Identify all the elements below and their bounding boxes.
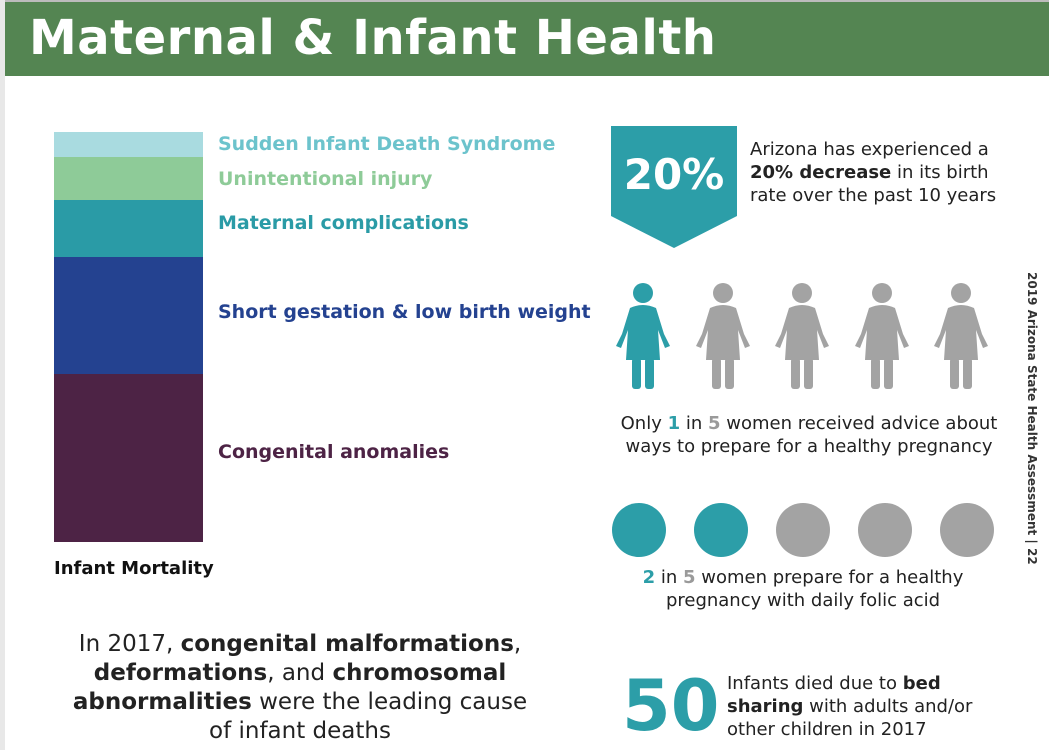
infant-mortality-stacked-bar [54, 132, 203, 542]
text-part: with adults and/or other children in 201… [727, 696, 973, 740]
folic-count: 2 [642, 567, 656, 588]
circle-icon [612, 503, 666, 557]
label-short-gestation: Short gestation & low birth weight [218, 301, 591, 323]
folic-total: 5 [683, 567, 696, 588]
seg-sids [54, 132, 203, 157]
circle-icon [776, 503, 830, 557]
circle-icon [694, 503, 748, 557]
text-part: in its birth rate over the past 10 years [750, 162, 997, 206]
chart-title: Infant Mortality [54, 558, 214, 579]
text-bold: 20% decrease [750, 162, 892, 183]
birth-rate-badge: 20% [623, 150, 725, 199]
text-part: in [680, 413, 708, 434]
page-title: Maternal & Infant Health [29, 10, 717, 66]
woman-figure-icon [854, 283, 909, 389]
text-part: Arizona has experienced a [750, 139, 989, 160]
side-page-label: 2019 Arizona State Health Assessment | 2… [1025, 272, 1039, 565]
folic-acid-circles [612, 503, 997, 559]
text-bold: chromosomal abnormalities [72, 660, 507, 715]
text-part: women received advice about ways to prep… [625, 413, 998, 457]
leading-cause-text: In 2017, congenital malformations, defor… [60, 630, 540, 746]
woman-figure-icon [775, 283, 829, 389]
text-part: , and [267, 660, 333, 686]
text-part: Only [620, 413, 668, 434]
advice-text: Only 1 in 5 women received advice about … [610, 412, 1008, 458]
woman-figure-icon [695, 283, 750, 389]
label-unintentional-injury: Unintentional injury [218, 168, 433, 190]
birth-rate-text: Arizona has experienced a 20% decrease i… [750, 138, 1010, 207]
text-bold: deformations [93, 660, 268, 686]
woman-figure-icon [934, 283, 988, 389]
text-bold: congenital malformations [180, 631, 514, 657]
advice-count: 1 [667, 413, 681, 434]
bed-sharing-text: Infants died due to bed sharing with adu… [727, 672, 997, 741]
label-sids: Sudden Infant Death Syndrome [218, 133, 556, 155]
text-part: in [655, 567, 684, 588]
women-figures [612, 282, 997, 392]
text-part: were the leading cause of infant deaths [209, 689, 528, 744]
advice-total: 5 [707, 413, 721, 434]
woman-figure-icon [616, 283, 670, 389]
text-part: women prepare for a healthy pregnancy wi… [665, 567, 964, 611]
text-part: In 2017, [78, 631, 181, 657]
seg-congenital [54, 373, 203, 542]
folic-text: 2 in 5 women prepare for a healthy pregn… [628, 566, 978, 612]
seg-injury [54, 156, 203, 200]
label-congenital-anomalies: Congenital anomalies [218, 441, 450, 463]
seg-gestation [54, 257, 203, 374]
pennant-badge-icon [611, 126, 737, 248]
bed-sharing-number: 50 [622, 665, 720, 747]
circle-icon [940, 503, 994, 557]
seg-maternal [54, 199, 203, 258]
text-part: , [513, 631, 522, 657]
text-bold: bed sharing [727, 673, 941, 717]
label-maternal-complications: Maternal complications [218, 212, 469, 234]
text-part: Infants died due to [727, 673, 903, 694]
header-banner: Maternal & Infant Health [5, 0, 1049, 76]
circle-icon [858, 503, 912, 557]
